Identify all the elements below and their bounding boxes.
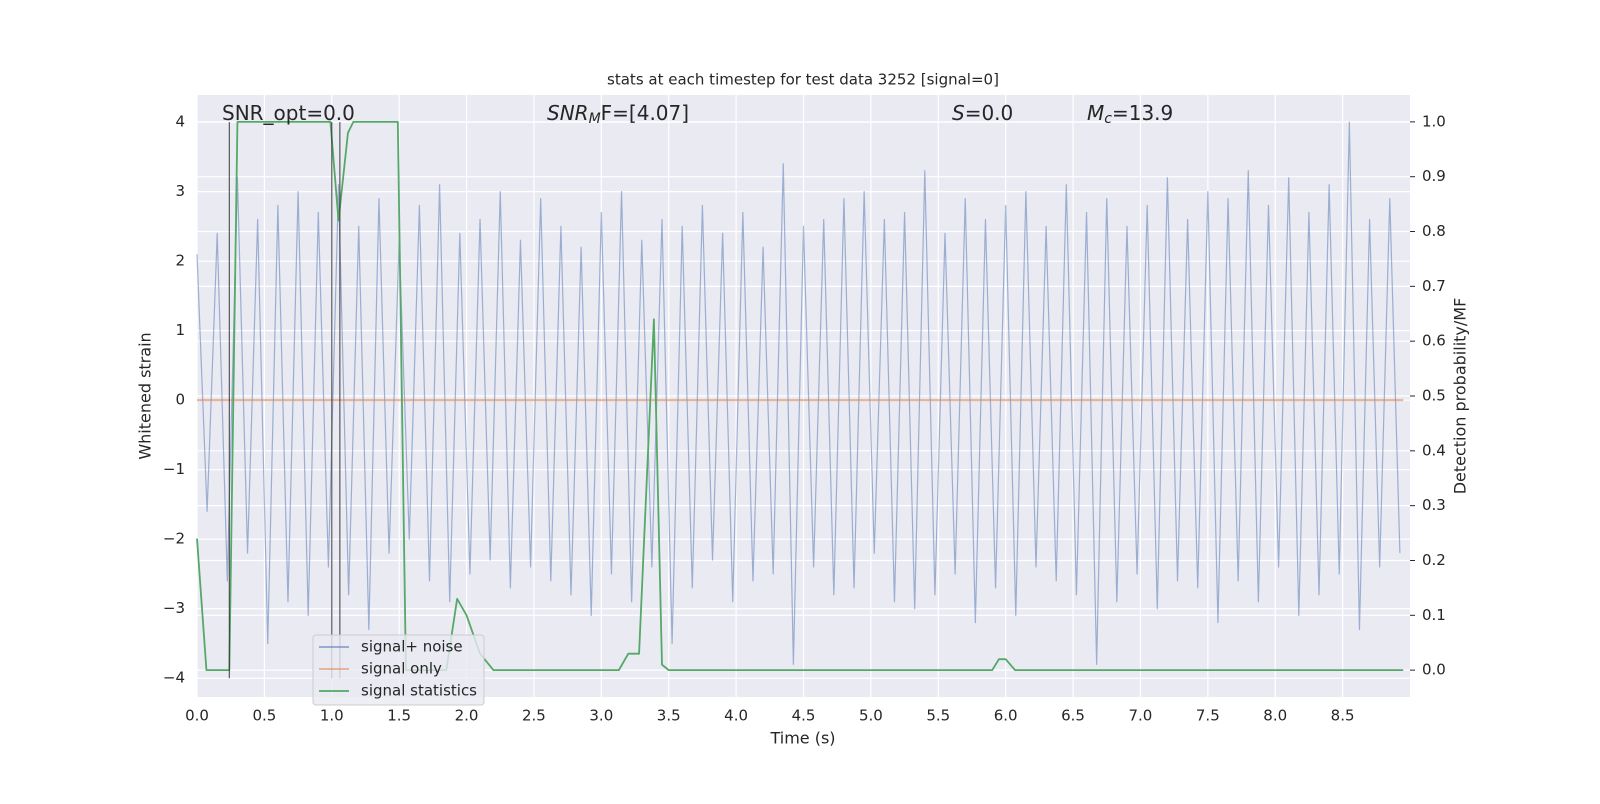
x-tick-label: 4.5 [792,707,816,725]
annotation: Mc=13.9 [1087,101,1173,128]
y-tick-label: −3 [163,599,185,617]
y-tick-label: 2 [175,252,185,270]
y2-tick-label: 0.2 [1422,551,1446,569]
annotation-rest: =0.0 [965,101,1014,125]
x-axis-label: Time (s) [769,729,835,748]
y2-tick-label: 0.0 [1422,661,1446,679]
x-tick-label: 6.0 [994,707,1018,725]
y2-tick-label: 0.1 [1422,606,1446,624]
annotation-base: SNR [547,101,589,125]
x-tick-label: 6.5 [1061,707,1085,725]
y2-tick-label: 0.7 [1422,277,1446,295]
y-axis-label: Whitened strain [136,332,155,459]
y2-tick-label: 0.5 [1422,387,1446,405]
y2-axis-label: Detection probability/MF [1451,298,1470,495]
y-tick-label: 3 [175,182,185,200]
x-tick-label: 3.5 [657,707,681,725]
legend-label: signal+ noise [361,638,463,656]
annotation-rest: F=[4.07] [601,101,689,125]
y2-tick-label: 0.3 [1422,496,1446,514]
y-tick-label: 0 [175,391,185,409]
y2-tick-label: 0.9 [1422,167,1446,185]
y-tick-label: −4 [163,669,185,687]
x-tick-label: 2.5 [522,707,546,725]
x-tick-label: 7.5 [1196,707,1220,725]
y2-tick-label: 0.6 [1422,332,1446,350]
y-tick-label: −2 [163,530,185,548]
chart-title: stats at each timestep for test data 325… [607,71,999,89]
legend-box [312,634,485,706]
x-tick-label: 4.0 [724,707,748,725]
annotation-base: M [1087,101,1104,125]
annotation-sub: c [1104,111,1112,127]
x-tick-label: 8.0 [1263,707,1287,725]
x-tick-label: 8.5 [1331,707,1355,725]
y-tick-label: 4 [175,113,185,131]
annotation: S=0.0 [952,101,1013,125]
y2-tick-label: 0.4 [1422,441,1446,459]
annotation-sub: M [589,111,601,127]
x-tick-label: 0.5 [252,707,276,725]
y2-tick-label: 1.0 [1422,112,1446,130]
annotation-rest: =13.9 [1112,101,1173,125]
x-tick-label: 2.0 [455,707,479,725]
x-tick-label: 5.5 [926,707,950,725]
annotation: SNR_opt=0.0 [222,101,355,125]
y2-tick-label: 0.8 [1422,222,1446,240]
legend-label: signal only [361,660,442,678]
y-tick-label: 1 [175,321,185,339]
x-tick-label: 1.5 [387,707,411,725]
legend-label: signal statistics [361,682,477,700]
annotation-text: SNR_opt=0.0 [222,101,355,125]
x-tick-label: 1.0 [320,707,344,725]
x-tick-label: 7.0 [1129,707,1153,725]
x-tick-label: 5.0 [859,707,883,725]
series-line [196,121,1401,665]
y-tick-label: −1 [163,460,185,478]
x-tick-label: 3.0 [589,707,613,725]
annotation: SNRMF=[4.07] [547,101,689,128]
annotation-base: S [952,101,965,125]
x-tick-label: 0.0 [185,707,209,725]
